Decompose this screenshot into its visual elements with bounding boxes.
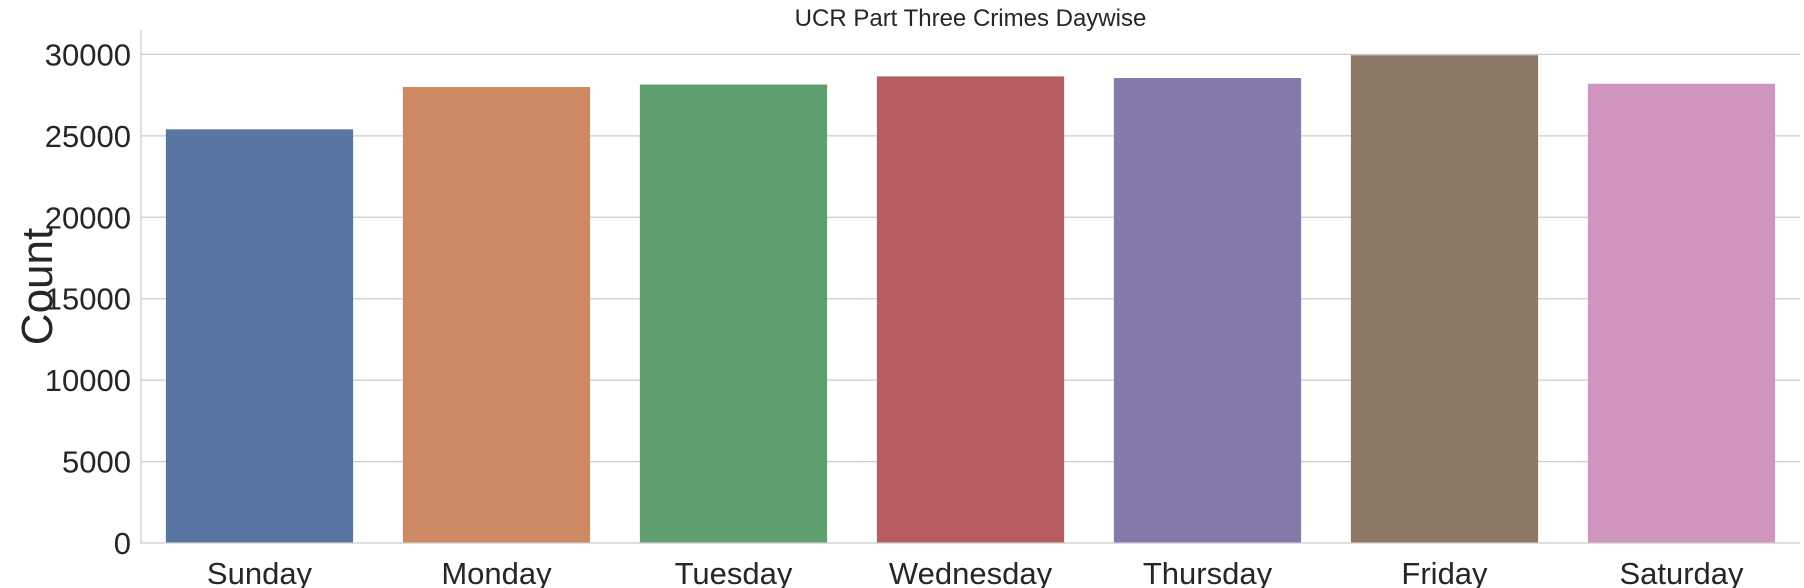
bar-saturday — [1587, 83, 1776, 543]
x-tick-label: Thursday — [1143, 556, 1273, 588]
bar-wednesday — [876, 76, 1065, 544]
bar-sunday — [165, 129, 354, 544]
bars — [165, 55, 1776, 544]
x-tick-label: Saturday — [1619, 556, 1744, 588]
x-tick-label: Friday — [1401, 556, 1488, 588]
y-tick-label: 0 — [114, 526, 131, 561]
y-tick-label: 25000 — [45, 119, 131, 154]
y-axis-label: Count — [13, 228, 62, 345]
y-tick-label: 20000 — [45, 200, 131, 235]
bar-monday — [402, 87, 591, 543]
y-tick-label: 15000 — [45, 282, 131, 317]
bar-tuesday — [639, 84, 828, 544]
axis-spine — [140, 30, 1800, 544]
y-tick-labels: 0 5000 10000 15000 20000 25000 30000 — [45, 37, 131, 561]
x-tick-label: Tuesday — [675, 556, 793, 588]
x-tick-labels: Sunday Monday Tuesday Wednesday Thursday Frid… — [207, 556, 1744, 588]
y-tick-label: 5000 — [62, 445, 131, 480]
x-tick-label: Monday — [441, 556, 552, 588]
x-tick-label: Sunday — [207, 556, 313, 588]
y-tick-label: 30000 — [45, 37, 131, 72]
x-tick-label: Wednesday — [889, 556, 1053, 588]
bar-friday — [1350, 55, 1539, 543]
bar-thursday — [1113, 78, 1302, 544]
y-tick-label: 10000 — [45, 363, 131, 398]
axes-spines — [140, 30, 1800, 544]
chart-title: UCR Part Three Crimes Daywise — [795, 5, 1147, 32]
